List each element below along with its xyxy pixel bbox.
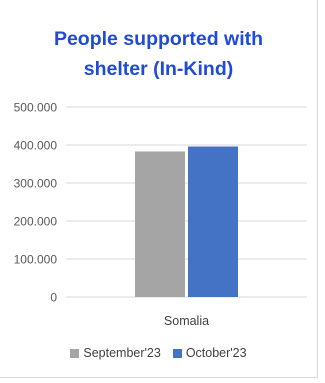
chart-title: People supported with shelter (In-Kind): [0, 24, 317, 84]
y-tick-label: 0: [50, 291, 57, 305]
y-tick-label: 500.000: [14, 101, 58, 115]
y-tick-label: 400.000: [14, 139, 58, 153]
chart-title-line-2: shelter (In-Kind): [83, 58, 234, 80]
y-tick-label: 300.000: [14, 177, 58, 191]
chart-title-line-1: People supported with: [53, 28, 264, 50]
legend-label-october: October'23: [185, 346, 247, 360]
legend-item-october: October'23: [172, 346, 247, 360]
bar-october-23: [188, 146, 238, 297]
y-tick-label: 100.000: [14, 253, 58, 267]
legend-label-september: September'23: [83, 346, 161, 360]
plot-area: 0 100.000 200.000 300.000 400.000 500.000 Soma…: [14, 101, 307, 328]
legend: September'23 October'23: [0, 346, 317, 360]
x-tick-label: Somalia: [164, 314, 209, 328]
legend-swatch-september: [70, 348, 80, 358]
bar-september-23: [135, 151, 185, 297]
y-tick-label: 200.000: [14, 215, 58, 229]
legend-swatch-october: [172, 348, 182, 358]
legend-item-september: September'23: [70, 346, 161, 360]
chart-card: People supported with shelter (In-Kind) …: [0, 0, 318, 378]
